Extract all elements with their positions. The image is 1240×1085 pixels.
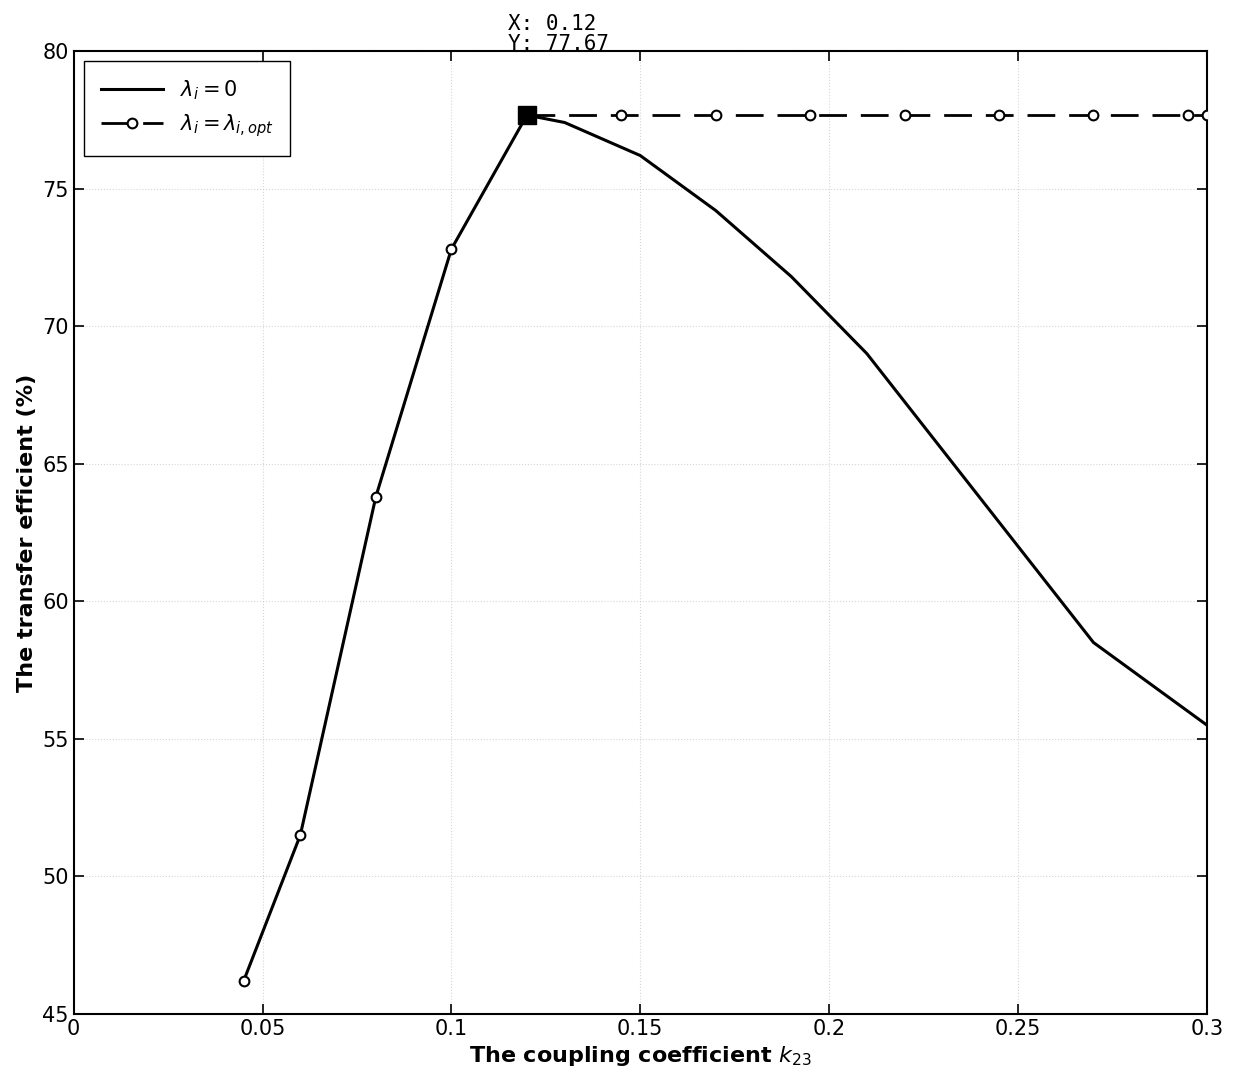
- Text: X: 0.12: X: 0.12: [508, 14, 596, 35]
- Legend: $\lambda_i = 0$, $\lambda_i = \lambda_{i,opt}$: $\lambda_i = 0$, $\lambda_i = \lambda_{i…: [84, 62, 290, 155]
- Y-axis label: The transfer efficient (%): The transfer efficient (%): [16, 373, 37, 691]
- X-axis label: The coupling coefficient $k_{23}$: The coupling coefficient $k_{23}$: [469, 1045, 812, 1069]
- Text: Y: 77.67: Y: 77.67: [508, 34, 609, 54]
